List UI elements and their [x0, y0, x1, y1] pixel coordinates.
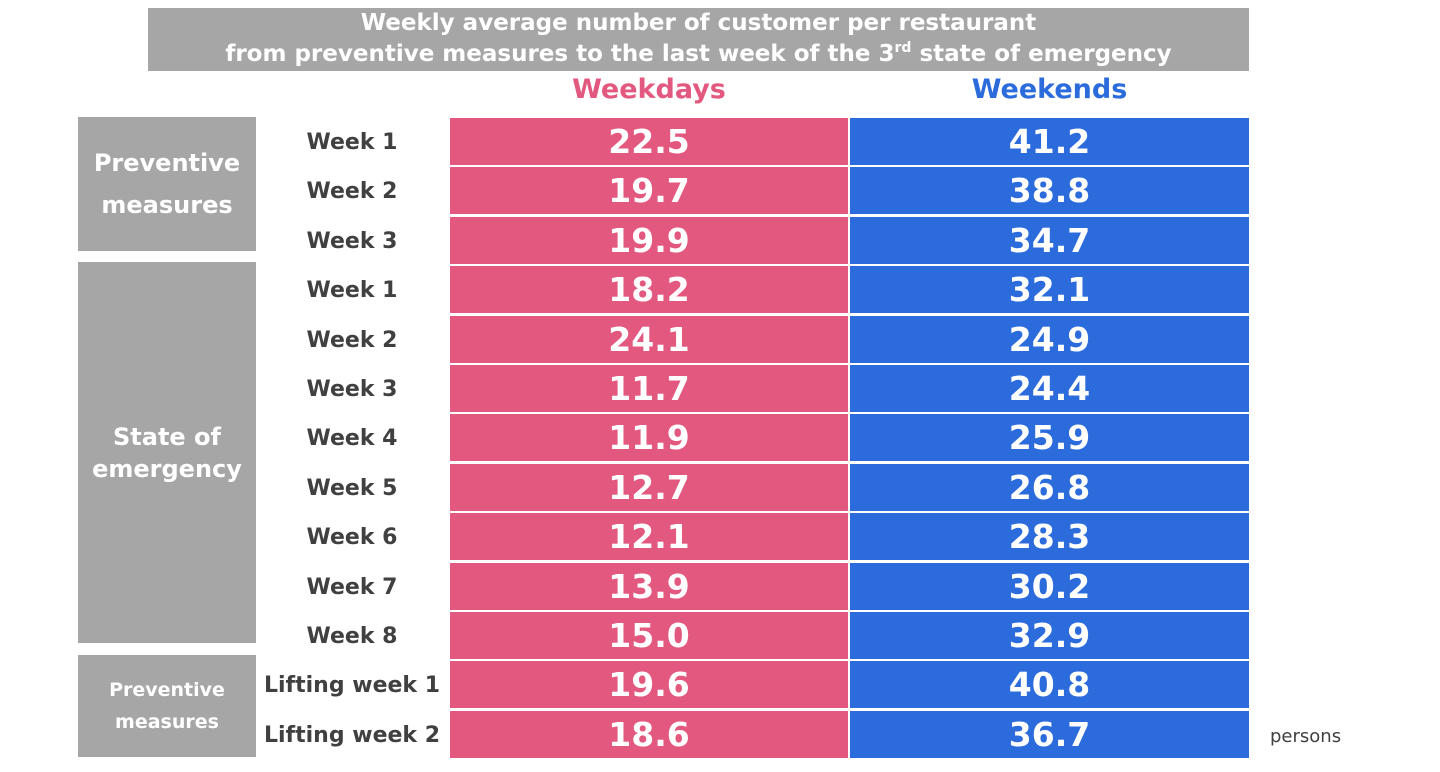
weekdays-value-cell: 24.1: [450, 316, 848, 363]
weekends-value-cell: 30.2: [850, 563, 1249, 610]
weekends-value-cell: 36.7: [850, 711, 1249, 758]
row-label: Week 2: [306, 328, 398, 353]
row-label: Week 6: [306, 525, 398, 550]
weekends-value-cell: 24.9: [850, 316, 1249, 363]
weekends-value-cell: 41.2: [850, 118, 1249, 165]
weekends-value-cell: 28.3: [850, 513, 1249, 560]
row-label: Week 5: [306, 476, 398, 501]
chart-title-line-2-text: from preventive measures to the last wee…: [225, 41, 895, 67]
weekends-value-cell: 26.8: [850, 464, 1249, 511]
weekends-value-cell: 38.8: [850, 167, 1249, 214]
row-label: Week 4: [306, 426, 398, 451]
chart-title-line-2: from preventive measures to the last wee…: [148, 39, 1249, 70]
row-label: Week 8: [306, 624, 398, 649]
row-label: Lifting week 2: [263, 723, 441, 748]
group-label-preventive-measures: Preventive measures: [78, 117, 256, 251]
group-label-state-of-emergency: State of emergency: [78, 262, 256, 643]
group-label-line: Preventive: [93, 149, 241, 177]
row-label: Week 3: [306, 229, 398, 254]
weekdays-value-cell: 19.6: [450, 661, 848, 708]
weekends-value-cell: 25.9: [850, 414, 1249, 461]
row-label: Week 7: [306, 575, 398, 600]
weekends-value-cell: 32.1: [850, 266, 1249, 313]
column-header-weekends: Weekends: [971, 74, 1128, 105]
weekdays-value-cell: 11.9: [450, 414, 848, 461]
weekdays-value-cell: 12.1: [450, 513, 848, 560]
group-label-line: State of: [113, 422, 221, 451]
group-label-line: Preventive: [109, 679, 225, 701]
chart-title-line-1: Weekly average number of customer per re…: [360, 10, 1037, 36]
chart-title: Weekly average number of customer per re…: [148, 8, 1249, 71]
row-label: Week 1: [306, 130, 398, 155]
weekends-value-cell: 34.7: [850, 217, 1249, 264]
weekdays-value-cell: 11.7: [450, 365, 848, 412]
group-label-text: Preventive measures: [94, 142, 240, 226]
column-header-weekdays: Weekdays: [572, 74, 726, 105]
weekends-value-cell: 24.4: [850, 365, 1249, 412]
chart-title-line-2-end: state of emergency: [911, 41, 1172, 67]
row-label: Week 2: [306, 179, 398, 204]
group-label-line: measures: [115, 711, 219, 733]
weekdays-value-cell: 13.9: [450, 563, 848, 610]
group-label-text: Preventive measures: [109, 674, 225, 738]
weekends-value-cell: 32.9: [850, 612, 1249, 659]
weekdays-value-cell: 22.5: [450, 118, 848, 165]
row-label: Week 1: [306, 278, 398, 303]
unit-label: persons: [1270, 726, 1342, 747]
weekdays-value-cell: 18.2: [450, 266, 848, 313]
group-label-text: State of emergency: [92, 421, 242, 485]
weekdays-value-cell: 18.6: [450, 711, 848, 758]
weekdays-value-cell: 19.7: [450, 167, 848, 214]
chart-title-superscript: rd: [894, 40, 912, 56]
weekdays-value-cell: 12.7: [450, 464, 848, 511]
group-label-preventive-measures-lifting: Preventive measures: [78, 655, 256, 757]
group-label-line: emergency: [92, 454, 242, 483]
weekends-value-cell: 40.8: [850, 661, 1249, 708]
weekdays-value-cell: 19.9: [450, 217, 848, 264]
row-label: Lifting week 1: [263, 673, 441, 698]
row-label: Week 3: [306, 377, 398, 402]
group-label-line: measures: [101, 191, 233, 219]
weekdays-value-cell: 15.0: [450, 612, 848, 659]
